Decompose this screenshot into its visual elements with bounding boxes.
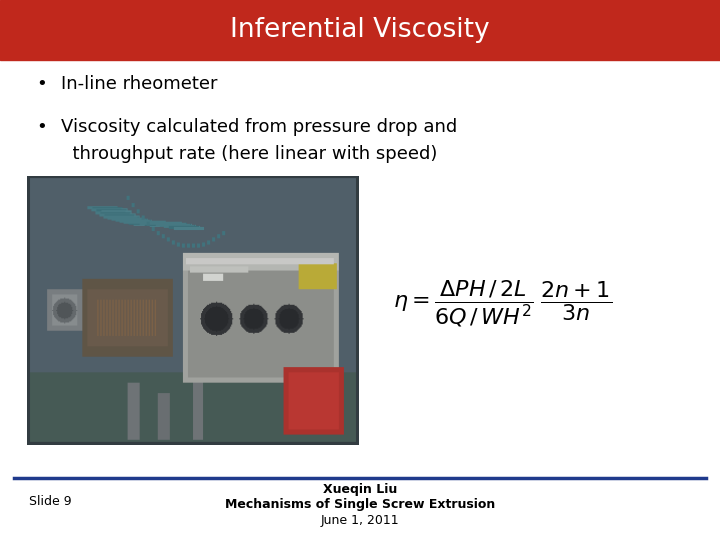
- Text: Slide 9: Slide 9: [29, 495, 71, 508]
- Text: Inferential Viscosity: Inferential Viscosity: [230, 17, 490, 43]
- Text: $\eta = \dfrac{\Delta PH\,/\,2L}{6Q\,/\,WH^2}\;\dfrac{2n+1}{3n}$: $\eta = \dfrac{\Delta PH\,/\,2L}{6Q\,/\,…: [392, 278, 612, 328]
- Text: •: •: [36, 118, 47, 136]
- Text: Viscosity calculated from pressure drop and: Viscosity calculated from pressure drop …: [61, 118, 457, 136]
- Text: In-line rheometer: In-line rheometer: [61, 75, 217, 93]
- Bar: [0, 0, 720, 60]
- Text: Xueqin Liu: Xueqin Liu: [323, 483, 397, 496]
- Text: •: •: [36, 75, 47, 93]
- Text: throughput rate (here linear with speed): throughput rate (here linear with speed): [61, 145, 438, 163]
- Text: June 1, 2011: June 1, 2011: [320, 514, 400, 527]
- Text: Mechanisms of Single Screw Extrusion: Mechanisms of Single Screw Extrusion: [225, 498, 495, 511]
